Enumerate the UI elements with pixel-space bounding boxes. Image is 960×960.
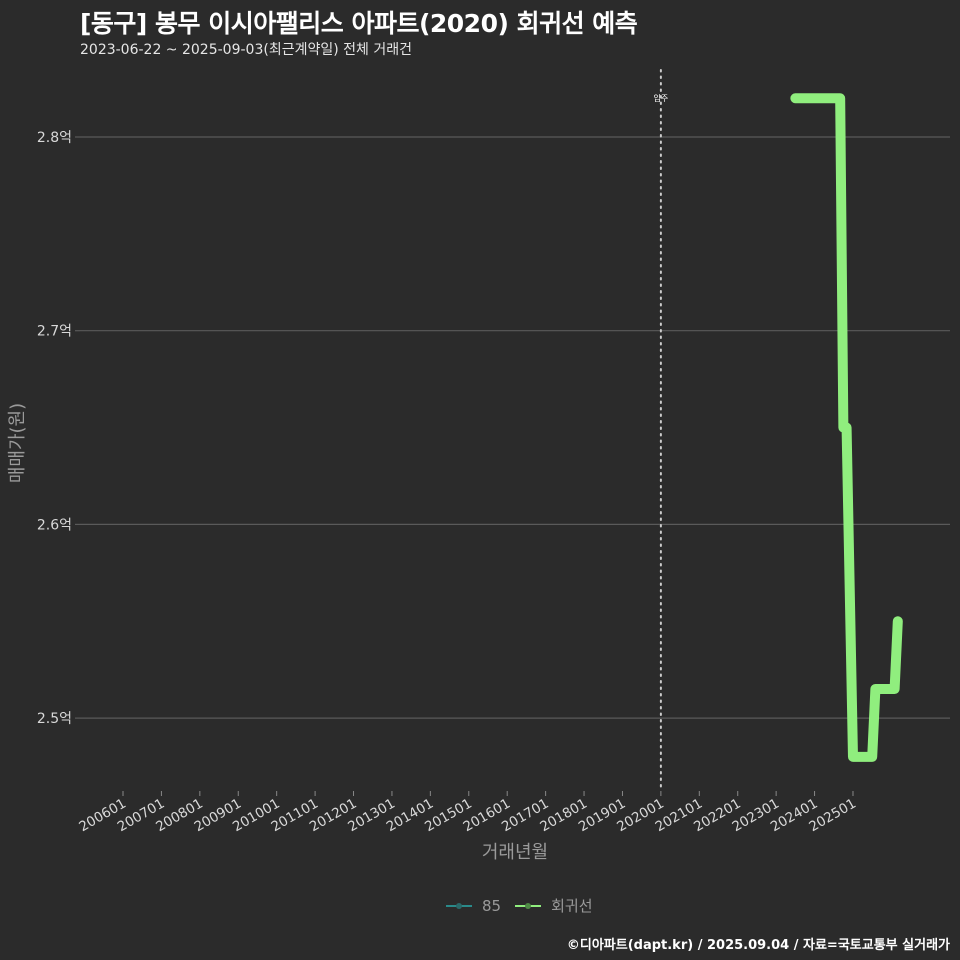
x-axis-label: 거래년월 [481, 842, 549, 863]
svg-text:2.7억: 2.7억 [37, 324, 72, 340]
legend-item-85: 85 [446, 896, 501, 916]
y-axis-ticks: 2.5억 2.6억 2.7억 2.8억 [37, 130, 80, 727]
svg-text:2.5억: 2.5억 [37, 711, 72, 727]
regression-line [790, 93, 903, 762]
legend-label: 회귀선 [551, 897, 593, 915]
gridlines [80, 136, 950, 719]
chart-subtitle: 2023-06-22 ~ 2025-09-03(최근계약일) 전체 거래건 [80, 42, 412, 58]
svg-text:입주: 입주 [654, 94, 669, 103]
svg-text:2.8억: 2.8억 [37, 130, 72, 146]
chart-title: [동구] 봉무 이시아팰리스 아파트(2020) 회귀선 예측 [80, 9, 638, 38]
y-axis-label: 매매가(원) [7, 402, 28, 484]
legend-item-regression: 회귀선 [515, 895, 593, 916]
move-in-line: 입주 [654, 69, 669, 791]
source-caption: ©디아파트(dapt.kr) / 2025.09.04 / 자료=국토교통부 실… [566, 938, 950, 953]
legend-label: 85 [482, 896, 502, 915]
x-axis-ticks: 2006012007012008012009012010012011012012… [76, 791, 859, 835]
svg-text:2.6억: 2.6억 [37, 517, 72, 533]
legend-line-dot-icon [446, 896, 472, 916]
legend: 85 회귀선 [446, 895, 607, 916]
legend-line-dot-icon [515, 896, 542, 916]
